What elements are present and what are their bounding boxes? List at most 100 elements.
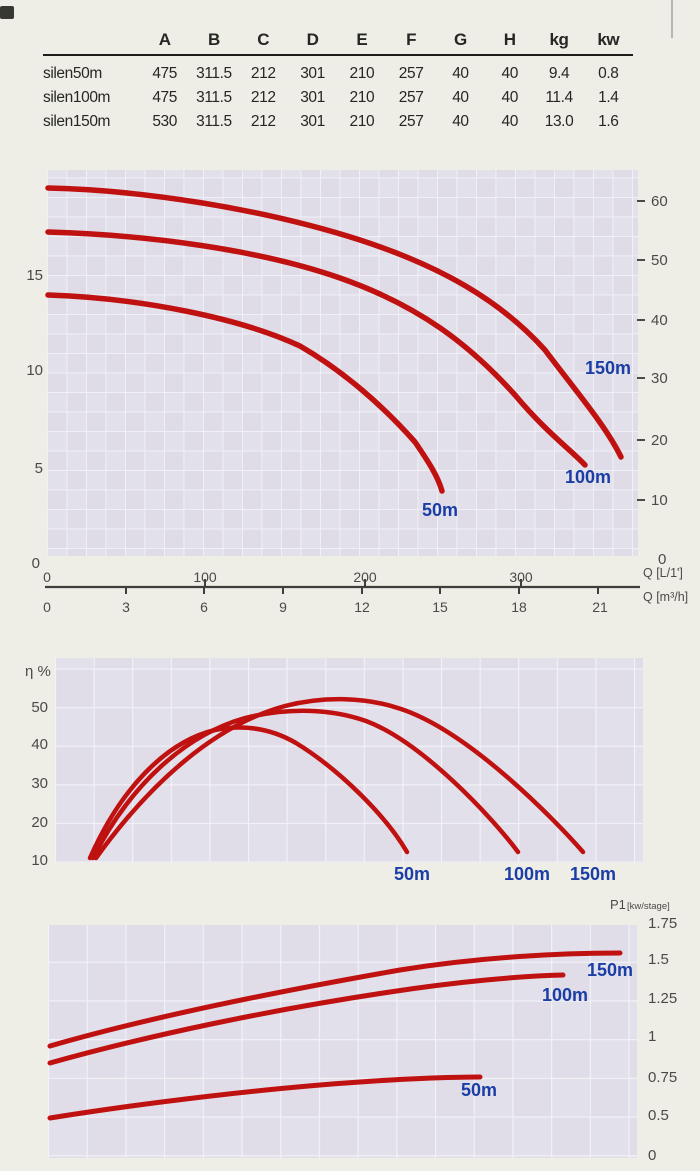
y-tick: 1.25: [648, 990, 677, 1007]
y-right-tick: 60: [651, 193, 668, 210]
y-right-tick: 10: [651, 492, 668, 509]
table-cell: 210: [349, 113, 375, 130]
p1-axis-label: P1: [610, 897, 626, 912]
curve-150m: [93, 696, 586, 861]
x-bottom-tick: 18: [511, 599, 527, 615]
y-tick: 50: [31, 699, 48, 716]
table-cell: 210: [349, 89, 375, 106]
curve-150m: [45, 185, 624, 460]
table-cell: 40: [452, 65, 469, 82]
col-header: kg: [549, 30, 569, 49]
col-header: H: [503, 30, 516, 49]
y-left-tick: 0: [32, 555, 40, 572]
y-tick: 20: [31, 814, 48, 831]
curve-label-100m: 100m: [565, 467, 611, 487]
table-cell: 301: [300, 113, 325, 130]
table-cell: 257: [398, 89, 424, 106]
y-right-tick: 30: [651, 370, 668, 387]
curve-50m: [45, 292, 445, 494]
x-top-tick: 100: [193, 569, 217, 585]
table-cell: 40: [452, 89, 469, 106]
y-axis-label: η %: [25, 663, 51, 680]
head-flow-chart: 15 10 5 0 60 50 40 30 20 10 0 150m 100m …: [26, 170, 688, 615]
x-bottom-tick: 9: [279, 599, 287, 615]
curve-50m: [87, 725, 410, 861]
y-tick: 1: [648, 1028, 656, 1045]
col-header: F: [406, 30, 417, 49]
table-cell: 530: [152, 113, 177, 130]
y-left-tick: 5: [35, 460, 43, 477]
curve-label-50m: 50m: [461, 1080, 497, 1100]
scan-artifact-mark: [0, 6, 14, 19]
x-bottom-tick: 6: [200, 599, 208, 615]
col-header: G: [454, 30, 467, 49]
curve-100m: [90, 708, 521, 861]
table-cell: 11.4: [545, 89, 573, 106]
col-header: E: [356, 30, 368, 49]
y-tick: 30: [31, 775, 48, 792]
table-cell: 9.4: [548, 65, 570, 82]
curve-label-150m: 150m: [570, 864, 616, 884]
p1-axis-unit: [kw/stage]: [627, 901, 670, 912]
table-cell: 210: [349, 65, 375, 82]
table-cell: 311.5: [196, 89, 232, 106]
curve-50m: [47, 1074, 483, 1121]
table-cell: 40: [501, 65, 519, 82]
col-header: kw: [597, 30, 620, 49]
curve-label-150m: 150m: [587, 960, 633, 980]
curve-label-100m: 100m: [542, 985, 588, 1005]
table-cell: 40: [501, 113, 519, 130]
y-tick: 0.5: [648, 1107, 669, 1124]
y-right-tick: 20: [651, 432, 668, 449]
col-header: A: [158, 30, 171, 49]
x-top-tick: 200: [353, 569, 377, 585]
table-cell: 40: [501, 89, 519, 106]
table-cell: 311.5: [196, 65, 232, 82]
y-tick: 0.75: [648, 1069, 677, 1086]
table-cell: 1.4: [598, 89, 619, 106]
table-cell: 212: [250, 89, 276, 106]
col-header: D: [306, 30, 319, 49]
table-cell: 475: [152, 89, 177, 106]
y-tick: 10: [31, 852, 48, 869]
power-chart: P1 [kw/stage] 1.75 1.5 1.25 1 0.75 0.5 0…: [47, 897, 677, 1164]
plot-grid: [48, 925, 637, 1158]
x-top-tick: 300: [509, 569, 533, 585]
x-bottom-unit-label: Q [m³/h]: [643, 590, 688, 604]
y-tick: 0: [648, 1147, 656, 1164]
plot-grid: [47, 170, 638, 556]
curve-100m: [47, 972, 566, 1066]
col-header: B: [208, 30, 220, 49]
x-bottom-tick: 15: [432, 599, 448, 615]
x-bottom-tick: 0: [43, 599, 51, 615]
curve-150m: [47, 950, 623, 1049]
table-cell: 257: [398, 65, 424, 82]
table-cell: 13.0: [544, 113, 574, 130]
y-right-zero: 0: [658, 551, 666, 568]
plot-grid: [55, 658, 643, 863]
table-cell: 212: [250, 65, 276, 82]
model-name: silen100m: [43, 89, 111, 106]
curve-label-50m: 50m: [422, 500, 458, 520]
table-cell: 475: [152, 65, 177, 82]
table-corner: [43, 24, 140, 54]
table-cell: 212: [250, 113, 276, 130]
table-cell: 0.8: [598, 65, 619, 82]
curve-label-100m: 100m: [504, 864, 550, 884]
y-tick: 1.75: [648, 915, 677, 932]
col-header: C: [257, 30, 270, 49]
y-tick: 1.5: [648, 951, 669, 968]
y-right-tick: 50: [651, 252, 668, 269]
x-bottom-tick: 3: [122, 599, 130, 615]
table-cell: 40: [452, 113, 469, 130]
y-right-tick: 40: [651, 312, 668, 329]
table-cell: 1.6: [598, 113, 619, 130]
x-bottom-tick: 12: [354, 599, 370, 615]
curve-label-150m: 150m: [585, 358, 631, 378]
scan-artifact-line: [671, 0, 673, 38]
model-name: silen50m: [43, 65, 102, 82]
x-top-unit-label: Q [L/1']: [643, 566, 683, 580]
y-left-tick: 10: [26, 362, 43, 379]
table-cell: 257: [398, 113, 424, 130]
